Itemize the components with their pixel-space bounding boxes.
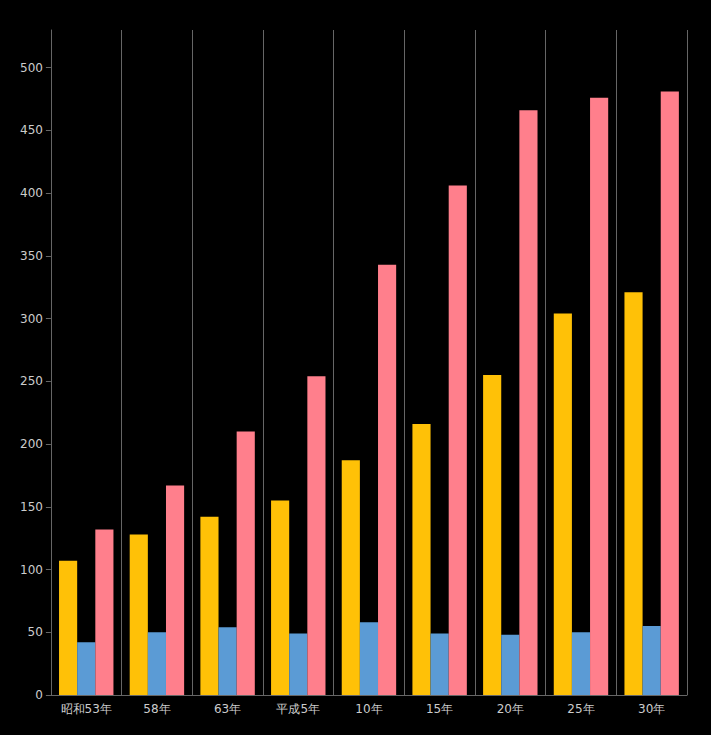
svg-text:350: 350 [20,249,43,263]
svg-text:250: 250 [20,374,43,388]
svg-text:150: 150 [20,500,43,514]
svg-text:25年: 25年 [567,702,594,716]
svg-text:63年: 63年 [214,702,241,716]
svg-text:30年: 30年 [638,702,665,716]
svg-text:平成5年: 平成5年 [276,702,320,716]
svg-text:100: 100 [20,563,43,577]
svg-text:200: 200 [20,437,43,451]
svg-text:500: 500 [20,61,43,75]
svg-text:58年: 58年 [143,702,170,716]
svg-text:10年: 10年 [355,702,382,716]
svg-text:450: 450 [20,123,43,137]
svg-text:15年: 15年 [426,702,453,716]
svg-text:300: 300 [20,312,43,326]
svg-text:昭和53年: 昭和53年 [61,702,112,716]
svg-text:20年: 20年 [497,702,524,716]
svg-text:400: 400 [20,186,43,200]
svg-text:0: 0 [35,688,43,702]
svg-text:50: 50 [28,625,43,639]
